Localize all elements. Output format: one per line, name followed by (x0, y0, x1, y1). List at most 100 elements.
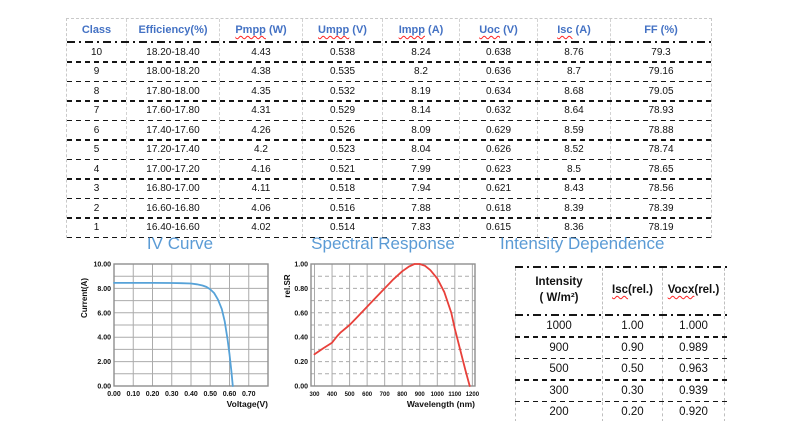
class-table-cell: 79.05 (648, 85, 674, 97)
y-tick-label: 0.80 (294, 286, 308, 293)
x-tick-label: 0.00 (107, 391, 121, 398)
row-separator (67, 236, 711, 238)
class-table-cell: 0.529 (303, 101, 383, 120)
y-tick-label: 1.00 (294, 262, 308, 269)
x-tick-label: 800 (397, 392, 408, 398)
class-table-cell: 8.59 (538, 121, 611, 139)
row-separator (67, 100, 711, 102)
class-table-cell: 17.00-17.20 (127, 160, 220, 178)
class-table-cell: 8.09 (383, 121, 460, 139)
x-tick-label: 700 (380, 392, 391, 398)
intensity-table-row: 900 0.90 0.989 (515, 337, 727, 358)
intensity-table-cell: 1.00 (603, 316, 663, 336)
y-tick-label: 8.00 (97, 286, 111, 293)
class-table-cell: 2 (67, 199, 127, 217)
header-label: Umpp (V) (318, 24, 367, 36)
class-table-cell: 0.634 (460, 82, 538, 100)
header-label: Intensity (535, 276, 583, 289)
iv-curve-chart: 0.00 2.00 4.00 6.00 8.00 10.00 0.00 0.10 0.20 0.3… (80, 262, 269, 409)
class-table-cell: 4 (67, 160, 127, 178)
intensity-table-cell: 500 (515, 359, 603, 379)
header-label: Isc (A) (557, 24, 591, 36)
header-label: Impp (A) (398, 24, 444, 36)
class-table-cell: 0.623 (460, 160, 538, 178)
class-table-cell: 4.38 (220, 62, 303, 81)
class-table-cell: 78.19 (648, 222, 674, 233)
class-table-cell: 17.80-18.00 (127, 82, 220, 100)
intensity-header-cell: Intensity ( W/m²) (515, 268, 603, 314)
class-table-cell: 8.52 (538, 140, 611, 159)
class-table-cell: 0.523 (303, 140, 383, 159)
intensity-header-row: Intensity ( W/m²) Isc(rel.) Vocx(rel.) (515, 268, 727, 314)
iv-curve-title: IV Curve (146, 234, 214, 253)
header-separator (67, 41, 711, 43)
class-table-row: 8 17.80-18.00 4.35 0.532 8.19 0.634 8.68 79.05 (67, 82, 711, 100)
class-table-cell: 16.80-17.00 (127, 179, 220, 198)
class-table-header-cell: Pmpp (W) (220, 19, 303, 41)
data-curve (313, 263, 471, 387)
class-table-cell: 78.74 (648, 144, 674, 155)
class-table-cell: 78.56 (648, 183, 674, 194)
x-tick-label: 1100 (448, 392, 462, 398)
row-separator (67, 197, 711, 199)
intensity-table-cell: 1.000 (663, 316, 725, 336)
class-table-header-cell: FF (%) (611, 19, 711, 41)
misspelled-word: Impp (398, 24, 425, 36)
class-table-cell: 7.94 (383, 179, 460, 198)
header-line: Isc(rel.) (612, 283, 653, 299)
x-tick-label: 400 (327, 392, 338, 398)
row-separator (515, 336, 727, 338)
class-table-cell: 8.39 (538, 199, 611, 217)
class-table-cell: 0.532 (303, 82, 383, 100)
y-tick-label: 0.20 (294, 359, 308, 366)
misspelled-word: Isc (612, 284, 629, 297)
header-label: Vocx(rel.) (667, 284, 720, 297)
data-curve (113, 281, 234, 387)
x-tick-label: 900 (415, 392, 426, 398)
intensity-table-cell: 0.20 (603, 402, 663, 421)
plot-border (113, 263, 269, 387)
class-table-cell: 7 (67, 101, 127, 120)
row-separator (67, 139, 711, 141)
x-tick-label: 1200 (466, 392, 480, 398)
intensity-table-cell: 0.920 (663, 402, 725, 421)
class-table-cell: 8.2 (383, 62, 460, 81)
class-table-cell: 17.40-17.60 (127, 121, 220, 139)
header-label: Class (81, 24, 112, 36)
class-table-header-cell: Isc (A) (538, 19, 611, 41)
class-table-header-cell: Efficiency(%) (127, 19, 220, 41)
x-tick-label: 0.40 (184, 391, 198, 398)
x-tick-label: 0.20 (146, 391, 160, 398)
y-tick-label: 10.00 (93, 262, 111, 269)
intensity-table-row: 200 0.20 0.920 (515, 402, 727, 421)
intensity-header-cell: Isc(rel.) (603, 268, 663, 314)
class-table-cell: 17.60-17.80 (127, 101, 220, 120)
table-border (515, 314, 727, 316)
class-table-cell: 16.60-16.80 (127, 199, 220, 217)
intensity-table-cell: 0.50 (603, 359, 663, 379)
class-table-cell: 1 (67, 218, 127, 237)
row-separator (67, 178, 711, 180)
y-axis-label: rel.SR (283, 274, 292, 297)
class-table-cell: 78.65 (648, 163, 674, 175)
class-table-cell: 0.636 (460, 62, 538, 81)
class-table-cell: 0.516 (303, 199, 383, 217)
class-table-cell: 0.621 (460, 179, 538, 198)
y-tick-label: 0.00 (97, 384, 111, 391)
x-tick-label: 0.70 (242, 391, 256, 398)
class-table-cell: 0.514 (303, 218, 383, 237)
class-table-cell: 10 (67, 43, 127, 61)
header-label: ( W/m²) (539, 292, 579, 304)
class-table-cell: 4.26 (220, 121, 303, 139)
intensity-table-cell: 0.939 (663, 380, 725, 401)
spectral-response-title: Spectral Response (311, 234, 455, 253)
class-table-cell: 8.76 (538, 43, 611, 61)
class-table-cell: 4.02 (220, 218, 303, 237)
plot-border (310, 263, 476, 387)
class-table-cell: 6 (67, 121, 127, 139)
class-table-cell: 4.35 (220, 82, 303, 100)
class-table-row: 1 16.40-16.60 4.02 0.514 7.83 0.615 8.36 78.19 (67, 218, 711, 237)
class-table-cell: 4.06 (220, 199, 303, 217)
class-table-cell: 0.518 (303, 179, 383, 198)
x-tick-label: 0.30 (165, 391, 179, 398)
